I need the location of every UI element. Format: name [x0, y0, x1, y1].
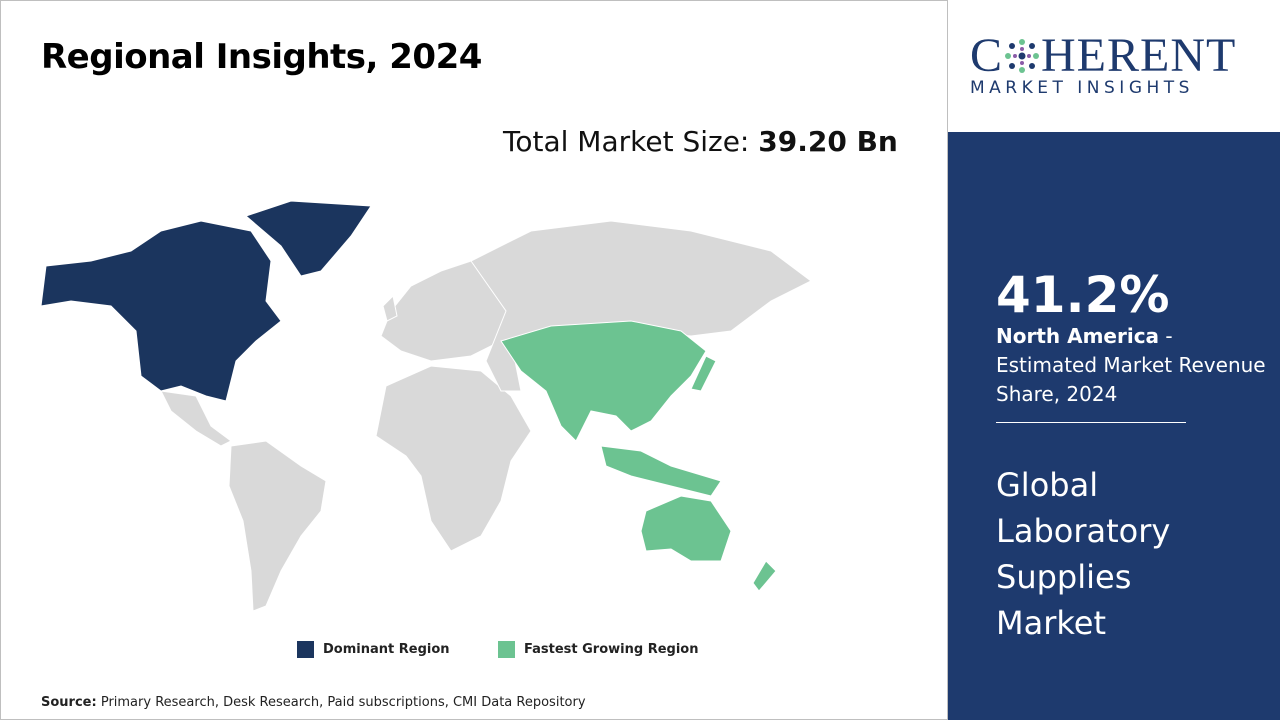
source: Source: Primary Research, Desk Research,… — [41, 695, 586, 710]
region: North America — [996, 324, 1160, 348]
legend-swatch — [297, 641, 314, 658]
logo-name: C HERENT — [970, 28, 1236, 83]
africa — [375, 365, 532, 552]
logo-text: HERENT — [1041, 29, 1237, 82]
legend-label: Dominant Region — [323, 642, 450, 657]
australia — [640, 495, 732, 562]
divider — [996, 422, 1186, 423]
source-text: Primary Research, Desk Research, Paid su… — [100, 695, 586, 710]
market-size: Total Market Size: 39.20 Bn — [503, 125, 898, 158]
market-size-value: 39.20 Bn — [758, 125, 898, 158]
share-description: North America - Estimated Market Revenue… — [996, 322, 1271, 409]
russia-middle-east — [470, 220, 812, 392]
description: - Estimated Market Revenue Share, 2024 — [996, 324, 1266, 406]
main-panel: Regional Insights, 2024 Total Market Siz… — [0, 0, 948, 720]
new-zealand — [752, 560, 777, 592]
source-label: Source: — [41, 695, 97, 710]
world-map — [40, 200, 812, 612]
market-size-label: Total Market Size: — [503, 125, 750, 158]
north-america — [40, 220, 282, 402]
legend-swatch — [498, 641, 515, 658]
uk — [382, 294, 398, 322]
south-america — [228, 440, 327, 612]
side-panel: 41.2% North America - Estimated Market R… — [948, 132, 1280, 720]
title: Regional Insights, 2024 — [41, 37, 482, 77]
legend-fastest: Fastest Growing Region — [498, 641, 698, 658]
legend-dominant: Dominant Region — [297, 641, 450, 658]
share-value: 41.2% — [996, 266, 1170, 324]
southeast-asia — [600, 445, 722, 497]
market-name: Global Laboratory Supplies Market — [996, 466, 1171, 642]
central-america — [160, 390, 232, 447]
logo: C HERENT MARKET INSIGHTS — [948, 0, 1280, 132]
greenland — [245, 200, 372, 277]
logo-tagline: MARKET INSIGHTS — [970, 78, 1194, 98]
asia — [500, 320, 707, 442]
logo-text: C — [970, 29, 1004, 82]
japan — [690, 355, 717, 392]
legend-label: Fastest Growing Region — [524, 642, 699, 657]
logo-dot-circle — [1005, 38, 1040, 73]
